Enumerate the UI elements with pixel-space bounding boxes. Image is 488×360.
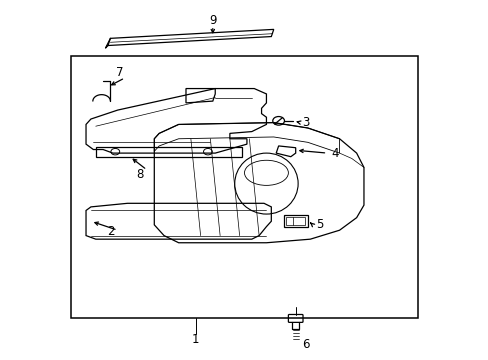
Bar <box>286 217 305 225</box>
Bar <box>96 147 242 157</box>
Text: 5: 5 <box>316 218 323 231</box>
Text: 2: 2 <box>106 225 114 238</box>
Text: 8: 8 <box>136 168 143 181</box>
Text: 1: 1 <box>192 333 199 346</box>
Bar <box>283 215 307 226</box>
Text: 6: 6 <box>301 338 308 351</box>
Text: 4: 4 <box>330 147 338 159</box>
Text: 9: 9 <box>209 14 216 27</box>
Text: 7: 7 <box>116 66 123 79</box>
Bar <box>71 56 417 318</box>
Text: 3: 3 <box>301 116 308 129</box>
